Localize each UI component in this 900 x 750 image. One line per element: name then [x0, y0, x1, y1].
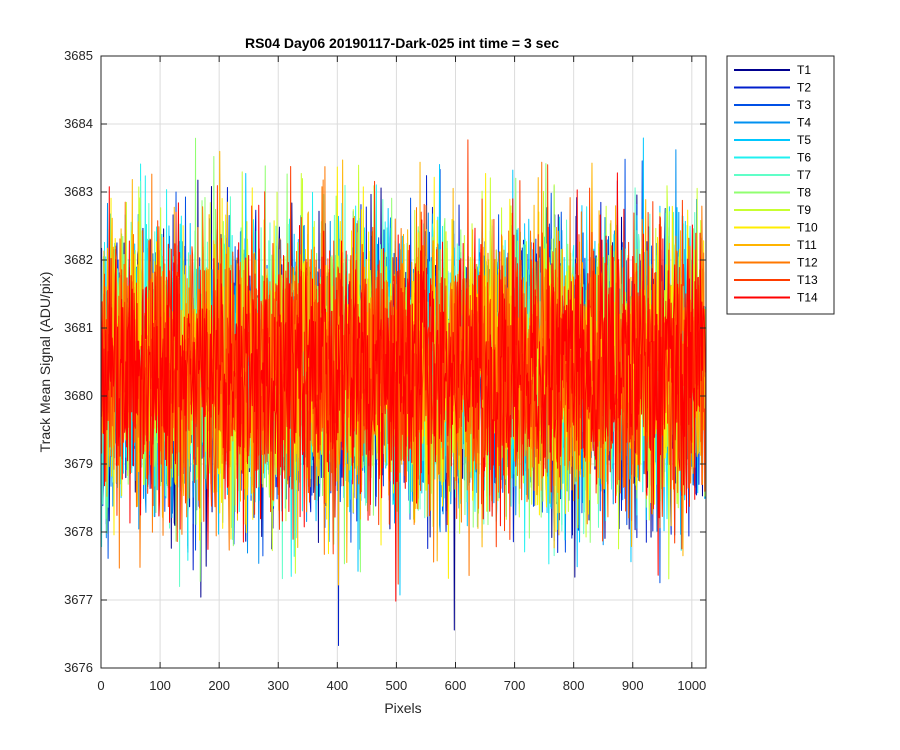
y-tick-label: 3676 — [64, 660, 93, 675]
series-lines — [100, 137, 706, 647]
axis-ticks: 0 100 200 300 400 500 600 700 800 900 1000 3676 3677… — [64, 48, 706, 693]
x-tick-label: 100 — [149, 678, 171, 693]
y-tick-label: 3684 — [64, 116, 93, 131]
y-tick-label: 3685 — [64, 48, 93, 63]
legend-label-t3: T3 — [797, 98, 811, 112]
y-tick-label: 3677 — [64, 592, 93, 607]
x-tick-label: 600 — [445, 678, 467, 693]
y-tick-label: 3683 — [64, 184, 93, 199]
chart-title: RS04 Day06 20190117-Dark-025 int time = … — [245, 35, 559, 51]
y-tick-label: 3678 — [64, 524, 93, 539]
x-tick-label: 900 — [622, 678, 644, 693]
x-tick-label: 0 — [97, 678, 104, 693]
legend-label-t10: T10 — [797, 221, 818, 235]
x-tick-label: 800 — [563, 678, 585, 693]
x-tick-label: 200 — [208, 678, 230, 693]
plot-area-frame — [100, 55, 707, 669]
x-tick-label: 300 — [267, 678, 289, 693]
x-tick-label: 700 — [504, 678, 526, 693]
legend-box — [726, 55, 835, 315]
legend-label-t11: T11 — [797, 238, 817, 252]
legend-label-t1: T1 — [797, 63, 811, 77]
x-tick-label: 1000 — [677, 678, 706, 693]
legend-label-t12: T12 — [797, 256, 818, 270]
y-tick-label: 3682 — [64, 252, 93, 267]
x-tick-label: 400 — [326, 678, 348, 693]
legend-label-t9: T9 — [797, 203, 811, 217]
legend-label-t14: T14 — [797, 291, 818, 305]
x-tick-label: 500 — [386, 678, 408, 693]
legend-label-t8: T8 — [797, 186, 811, 200]
legend-label-t5: T5 — [797, 133, 811, 147]
legend-label-t2: T2 — [797, 81, 811, 95]
y-tick-label: 3681 — [64, 320, 93, 335]
y-tick-label: 3680 — [64, 388, 93, 403]
legend-label-t6: T6 — [797, 151, 811, 165]
legend-label-t13: T13 — [797, 273, 818, 287]
legend-label-t4: T4 — [797, 116, 811, 130]
legend: T1 T2 T3 T4 T5 T6 T7 T8 T9 T10 T11 T12 T13 T14 — [726, 55, 835, 315]
y-tick-label: 3679 — [64, 456, 93, 471]
legend-label-t7: T7 — [797, 168, 811, 182]
x-axis-label: Pixels — [384, 700, 421, 716]
y-axis-label: Track Mean Signal (ADU/pix) — [37, 272, 53, 453]
series-line-t14 — [100, 172, 706, 602]
